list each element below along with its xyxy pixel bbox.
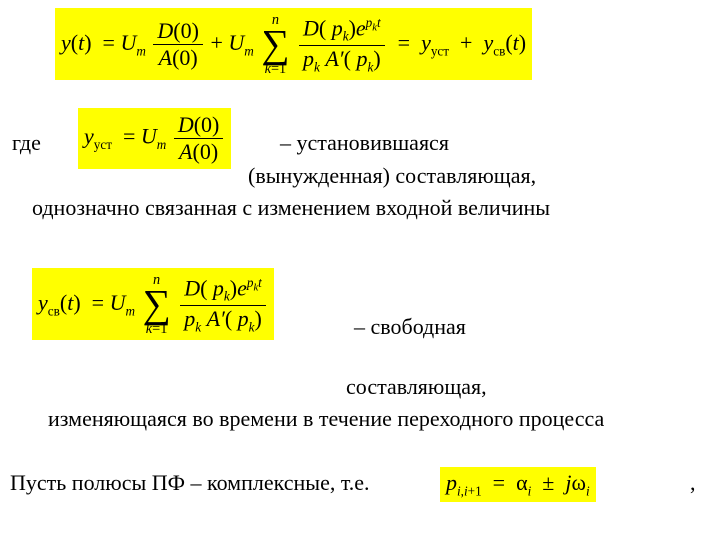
text-forced: (вынужденная) составляющая, [248,163,536,189]
eq3-Ap: A′ [207,306,225,331]
trailing-comma: , [690,470,696,496]
eq2-eq: = [123,124,135,149]
eq2-D: D [178,112,194,137]
eq4-omega: ω [572,470,586,495]
eq1-A1: A [159,45,172,70]
eq3-y-sub: св [48,303,60,318]
eq1-eq2: = [398,30,410,55]
eq1-p1: p [332,15,343,40]
eq1-Um2: U [228,30,244,55]
eq3-p3: p [238,306,249,331]
eq4-pm: ± [542,470,554,495]
eq3-D: D [184,275,200,300]
eq1-eq1: = [103,30,115,55]
eq3-Um-sub: m [125,303,135,318]
equation-yust: yуст = Um D(0) A(0) [78,108,231,169]
eq3-e: e [237,275,247,300]
page: { "highlight_color": "#ffff00", "backgro… [0,0,720,540]
eq2-A-arg: 0 [200,139,211,164]
sigma-symbol-2: ∑ [142,289,170,321]
eq2-D-arg: 0 [201,112,212,137]
equation-ysv: yсв(t) = Um n ∑ k=1 D( pk)epkt pk A′( pk… [32,268,274,340]
eq3-k2: k [195,319,201,334]
eq1-p3: p [356,46,367,71]
eq1-Um1-sub: m [136,43,146,58]
eq1-p2: p [303,46,314,71]
text-free: – свободная [354,314,466,340]
eq1-Um1: U [120,30,136,55]
eq4-alpha-sub: i [528,483,532,498]
eq1-y: y [61,30,71,55]
eq1-A1-arg: 0 [179,45,190,70]
eq4-alpha: α [516,470,528,495]
eq3-Um: U [110,290,126,315]
eq1-D1-arg: 0 [181,18,192,43]
eq4-p: p [446,470,457,495]
label-gde: где [12,130,41,156]
eq4-sub-1: 1 [475,483,482,498]
eq1-e: e [356,15,366,40]
eq2-y: y [84,124,94,149]
eq3-p1: p [213,275,224,300]
eq1-D2: D [303,15,319,40]
equation-poles: pi,i+1 = αi ± jωi [440,467,596,502]
text-trans: изменяющаяся во времени в течение перехо… [48,404,668,434]
eq2-Um: U [141,124,157,149]
eq4-eq: = [493,470,505,495]
eq2-y-sub: уст [94,137,112,152]
text-comp: составляющая, [346,374,487,400]
eq1-D1: D [157,18,173,43]
eq4-sub-plus: + [468,483,475,498]
eq3-sig-1: 1 [160,321,167,337]
eq3-p2: p [184,306,195,331]
eq1-k2: k [314,59,320,74]
text-ust: – установившаяся [280,130,449,156]
eq2-A: A [179,139,192,164]
eq1-Um2-sub: m [244,43,254,58]
equation-main: y(t) = Um D(0) A(0) + Um n ∑ k=1 D( pk)e… [55,8,532,80]
eq1-y-sv: y [483,30,493,55]
eq3-exp-t: t [258,275,262,290]
eq1-plus: + [210,30,222,55]
eq1-rhs-plus: + [460,30,472,55]
text-odn: однозначно связанная с изменением входно… [32,193,672,223]
sigma-symbol: ∑ [261,29,289,61]
eq1-sig-1: 1 [279,61,286,77]
eq1-Ap: A′ [325,46,343,71]
eq1-y-ust: y [421,30,431,55]
eq3-y: y [38,290,48,315]
eq3-eq: = [92,290,104,315]
eq1-y-sv-sub: св [493,43,505,58]
eq1-y-ust-sub: уст [431,43,449,58]
eq1-sig-eq: = [271,61,279,77]
eq2-Um-sub: m [157,137,167,152]
text-poles: Пусть полюсы ПФ – комплексные, т.е. [10,470,370,496]
eq1-exp-t: t [377,15,381,30]
eq4-omega-sub: i [586,483,590,498]
